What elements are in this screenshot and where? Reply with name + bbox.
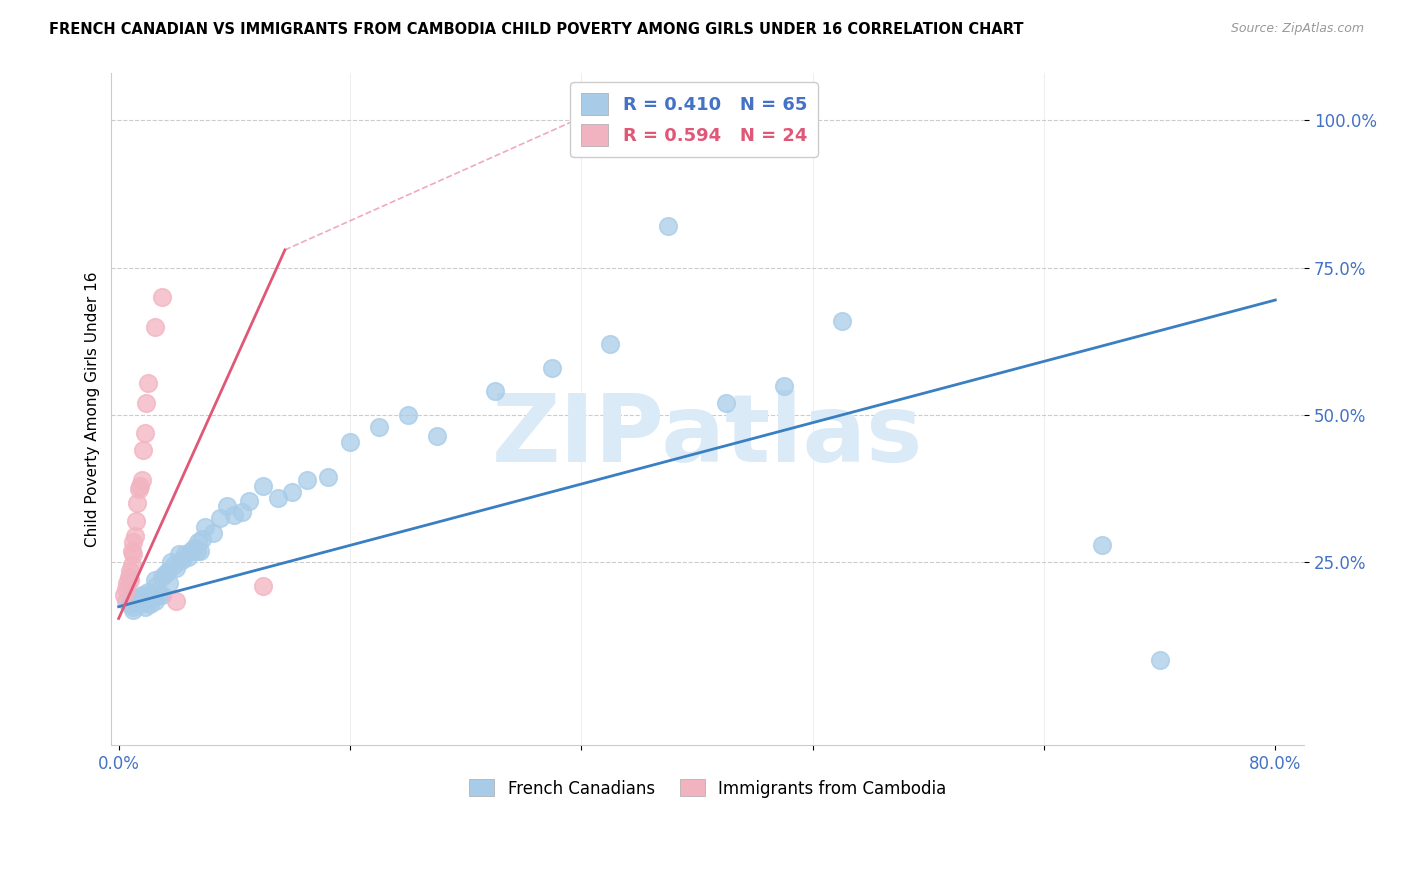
Point [122, 547, 145, 561]
Text: Source: ZipAtlas.com: Source: ZipAtlas.com [1230, 22, 1364, 36]
Point [166, 561, 188, 575]
Point [148, 588, 170, 602]
Point [129, 594, 152, 608]
Point [208, 511, 231, 525]
Point [396, 408, 419, 422]
Point [657, 219, 679, 234]
Point [129, 597, 152, 611]
Point [339, 434, 361, 449]
Point [1091, 538, 1114, 552]
Point [115, 582, 138, 596]
Point [266, 491, 288, 505]
Point [183, 541, 205, 555]
Text: ZIPatlas: ZIPatlas [492, 390, 924, 482]
Point [1149, 653, 1171, 667]
Point [115, 594, 138, 608]
Point [134, 588, 156, 602]
Point [120, 564, 142, 578]
Point [541, 360, 564, 375]
Point [134, 599, 156, 614]
Point [132, 443, 155, 458]
Point [187, 534, 209, 549]
Point [252, 579, 274, 593]
Legend: French Canadians, Immigrants from Cambodia: French Canadians, Immigrants from Cambod… [463, 772, 953, 805]
Point [150, 588, 173, 602]
Point [143, 594, 166, 608]
Point [150, 570, 173, 584]
Text: FRENCH CANADIAN VS IMMIGRANTS FROM CAMBODIA CHILD POVERTY AMONG GIRLS UNDER 16 C: FRENCH CANADIAN VS IMMIGRANTS FROM CAMBO… [49, 22, 1024, 37]
Point [831, 313, 853, 327]
Point [157, 576, 180, 591]
Point [131, 588, 153, 602]
Point [122, 602, 145, 616]
Point [143, 573, 166, 587]
Point [186, 543, 208, 558]
Point [117, 576, 139, 591]
Point [139, 591, 162, 605]
Point [120, 573, 142, 587]
Point [118, 570, 141, 584]
Point [127, 496, 149, 510]
Point [122, 599, 145, 614]
Point [136, 585, 159, 599]
Point [136, 594, 159, 608]
Point [174, 547, 197, 561]
Point [131, 473, 153, 487]
Point [122, 591, 145, 605]
Point [367, 420, 389, 434]
Point [238, 493, 260, 508]
Point [125, 514, 148, 528]
Point [484, 384, 506, 399]
Point [281, 484, 304, 499]
Point [426, 428, 449, 442]
Point [217, 500, 239, 514]
Point [316, 470, 339, 484]
Point [122, 534, 145, 549]
Point [128, 594, 150, 608]
Point [172, 552, 194, 566]
Point [125, 591, 148, 605]
Point [136, 376, 159, 390]
Point [135, 396, 157, 410]
Point [124, 529, 146, 543]
Point [153, 567, 176, 582]
Point [136, 591, 159, 605]
Point [599, 337, 621, 351]
Point [201, 526, 224, 541]
Y-axis label: Child Poverty Among Girls Under 16: Child Poverty Among Girls Under 16 [86, 271, 100, 547]
Point [159, 556, 181, 570]
Point [714, 396, 737, 410]
Point [194, 520, 217, 534]
Point [128, 482, 150, 496]
Point [150, 290, 173, 304]
Point [134, 425, 156, 440]
Point [169, 547, 191, 561]
Point [772, 378, 794, 392]
Point [224, 508, 246, 523]
Point [180, 543, 202, 558]
Point [191, 532, 214, 546]
Point [166, 594, 188, 608]
Point [145, 579, 167, 593]
Point [142, 591, 165, 605]
Point [252, 479, 274, 493]
Point [120, 597, 142, 611]
Point [112, 588, 135, 602]
Point [143, 319, 166, 334]
Point [156, 564, 179, 578]
Point [188, 543, 211, 558]
Point [121, 558, 143, 573]
Point [121, 543, 143, 558]
Point [129, 479, 152, 493]
Point [177, 549, 200, 564]
Point [162, 558, 184, 573]
Point [139, 597, 162, 611]
Point [231, 505, 253, 519]
Point [295, 473, 318, 487]
